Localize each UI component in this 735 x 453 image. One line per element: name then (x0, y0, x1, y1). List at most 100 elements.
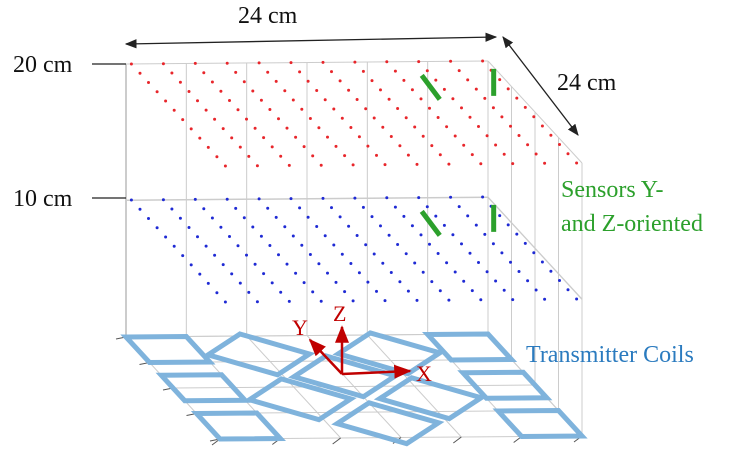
sensor-dot-top (306, 79, 310, 83)
sensor-dot-top (406, 153, 410, 157)
sensor-dot-mid (419, 233, 423, 237)
sensor-dot-top (161, 62, 165, 66)
sensor-dot-mid (566, 288, 570, 292)
sensor-dot-top (326, 135, 329, 139)
sensor-dot-top (460, 106, 463, 110)
sensor-dot-mid (340, 252, 344, 256)
sensor-dot-top (270, 145, 274, 149)
sensor-dot-mid (319, 299, 323, 303)
z-axis-label: Z (333, 301, 346, 326)
sensor-dot-mid (351, 299, 355, 303)
oriented-sensors (419, 68, 497, 237)
sensor-dot-top (178, 80, 182, 84)
sensor-dot-top (315, 89, 319, 92)
depth-dimension-label: 24 cm (557, 70, 617, 96)
sensor-dot-top (221, 127, 225, 131)
sensor-dot-mid (485, 270, 489, 274)
sensor-dot-mid (526, 279, 530, 283)
frame-mid-side (487, 196, 583, 300)
sensor-dot-mid (457, 205, 461, 209)
sensor-dot-top (357, 135, 361, 139)
sensor-dot-top (385, 60, 389, 64)
sensor-dot-mid (474, 223, 478, 227)
sensor-dot-top (213, 117, 217, 121)
sensor-dot-top (540, 124, 544, 128)
sensor-dot-mid (434, 214, 438, 218)
sensor-dot-top (287, 163, 291, 167)
coil-diamond (331, 400, 445, 447)
sensor-dot-mid (228, 235, 231, 238)
sensor-dot-mid (413, 261, 417, 265)
sensor-dot-mid (210, 216, 214, 220)
y-oriented-sensor-top (419, 73, 442, 101)
sensor-dot-mid (349, 262, 353, 265)
sensor-dot-top (370, 79, 374, 83)
sensor-dot-mid (338, 215, 342, 219)
sensor-dot-mid (477, 261, 480, 264)
sensor-dot-top (181, 118, 185, 122)
sensor-dot-mid (274, 215, 278, 219)
sensor-dot-top (526, 143, 530, 147)
sensor-dot-top (393, 69, 397, 73)
sensor-dot-mid (445, 261, 449, 265)
transmitter-coils-label: Transmitter Coils (526, 342, 694, 368)
coil-diamond (202, 331, 316, 378)
sensor-dot-mid (332, 243, 336, 247)
sensor-dot-top (291, 98, 295, 102)
sensor-dot-top (375, 153, 378, 157)
sensor-dot-top (515, 96, 519, 100)
sensor-dot-top (483, 96, 487, 100)
sensor-dot-mid (326, 271, 329, 275)
sensor-dot-top (302, 145, 306, 149)
sensor-dot-mid (387, 233, 391, 237)
sensor-dot-top (494, 143, 498, 147)
sensor-dot-top (477, 125, 480, 128)
sensor-dot-top (404, 116, 408, 120)
sensor-dot-top (436, 116, 440, 119)
width-dimension-label: 24 cm (238, 3, 298, 29)
sensor-dot-top (147, 81, 150, 84)
sensor-dot-mid (353, 196, 357, 200)
sensor-dot-top (398, 144, 402, 148)
sensor-dot-mid (253, 262, 257, 266)
sensor-dot-mid (462, 279, 466, 283)
sensor-dot-mid (287, 299, 291, 303)
sensor-dot-top (210, 80, 214, 84)
sensor-dot-mid (468, 251, 472, 255)
sensor-dot-top (449, 59, 453, 63)
sensor-dot-mid (517, 270, 521, 273)
sensor-dot-top (447, 162, 451, 166)
sensor-dot-mid (523, 241, 527, 245)
sensor-dot-top (138, 71, 142, 75)
sensor-dot-top (311, 154, 315, 158)
sensor-dot-mid (479, 298, 483, 302)
sensor-dot-top (170, 71, 174, 75)
sensor-dot-top (534, 152, 538, 156)
sensor-dot-top (485, 134, 489, 138)
sensor-dot-mid (481, 195, 485, 199)
sensor-dot-mid (277, 253, 280, 257)
sensor-dot-mid (428, 242, 431, 246)
sensor-dot-mid (483, 232, 487, 236)
sensor-dot-top (172, 108, 176, 112)
sensor-dot-mid (393, 205, 397, 209)
sensor-dot-mid (532, 251, 536, 255)
sensor-dot-mid (298, 206, 302, 210)
sensor-dot-mid (323, 234, 327, 238)
sensor-dot-top (274, 79, 278, 83)
height-mid-label: 10 cm (13, 186, 73, 212)
sensor-dot-top (317, 126, 321, 130)
sensor-dot-top (283, 89, 287, 93)
sensor-dot-top (223, 164, 227, 168)
sensor-dot-top (323, 98, 327, 102)
sensor-dot-mid (315, 225, 319, 228)
sensor-dot-mid (453, 270, 457, 274)
sensor-dot-mid (385, 196, 389, 200)
sensor-dot-top (361, 69, 365, 73)
sensor-dot-mid (204, 244, 208, 248)
sensor-dot-mid (502, 288, 506, 292)
sensor-dot-mid (306, 215, 310, 219)
x-axis-label: X (416, 361, 432, 386)
sensor-dot-top (575, 161, 579, 165)
sensor-dot-top (204, 108, 208, 112)
